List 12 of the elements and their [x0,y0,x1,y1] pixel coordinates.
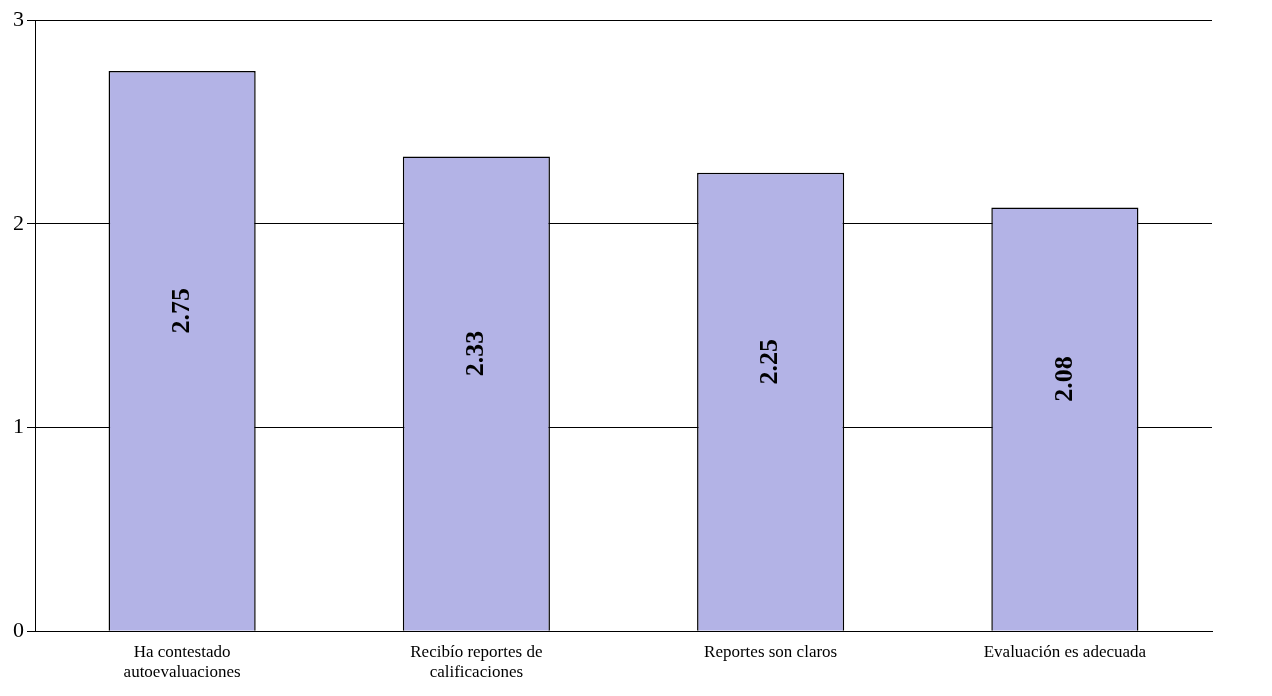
data-label: 2.33 [460,330,490,377]
data-label: 2.25 [754,339,784,385]
y-tick-label: 3 [13,5,24,31]
data-label: 2.75 [165,288,195,334]
y-tick-label: 1 [13,413,24,439]
data-label: 2.08 [1048,356,1078,402]
x-tick-label: Ha contestado autoevaluaciones [123,641,241,682]
y-tick-label: 2 [13,209,24,235]
x-tick-label: Evaluación es adecuada [983,641,1147,661]
x-tick-label: Recibío reportes de calificaciones [410,641,543,682]
y-tick-label: 0 [13,616,24,642]
x-tick-label: Reportes son claros [704,641,838,661]
